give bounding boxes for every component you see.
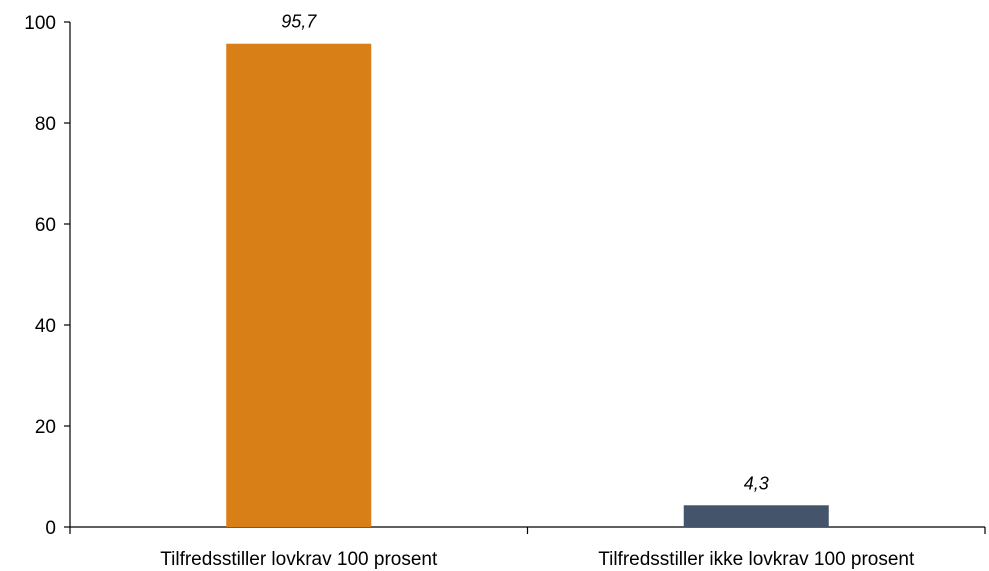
y-tick-label: 20 [35, 417, 56, 438]
y-tick-label: 80 [35, 114, 56, 135]
y-tick-label: 0 [45, 518, 56, 539]
data-label: 4,3 [744, 473, 769, 493]
bar [684, 505, 829, 527]
bars [226, 44, 829, 527]
y-axis: 0 20 40 60 80 100 [24, 13, 70, 539]
data-label: 95,7 [281, 12, 317, 32]
x-axis: Tilfredsstiller lovkrav 100 prosent Tilfr… [70, 527, 985, 570]
y-tick-label: 60 [35, 215, 56, 236]
x-category-label: Tilfredsstiller lovkrav 100 prosent [160, 549, 438, 570]
x-category-label: Tilfredsstiller ikke lovkrav 100 prosent [598, 549, 915, 570]
y-tick-label: 100 [24, 13, 56, 34]
y-tick-label: 40 [35, 316, 56, 337]
bar [226, 44, 371, 527]
